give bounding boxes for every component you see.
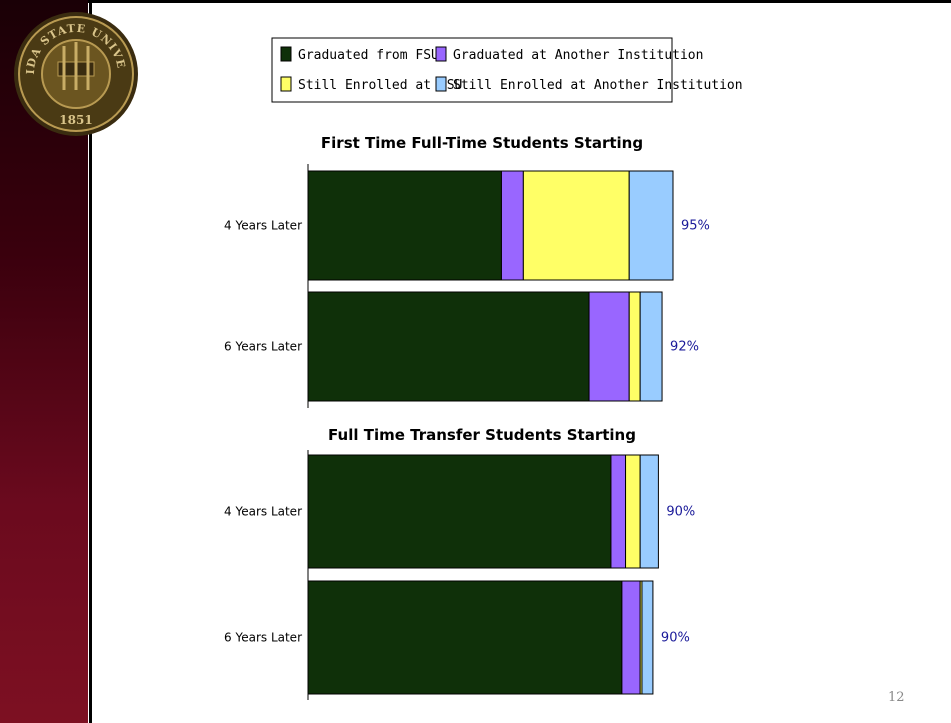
chart-title: Full Time Transfer Students Starting — [328, 426, 636, 444]
legend-label: Still Enrolled at FSU — [298, 78, 462, 93]
category-label: 4 Years Later — [224, 219, 302, 233]
chart-title: First Time Full-Time Students Starting — [321, 134, 643, 152]
total-label: 90% — [666, 505, 695, 520]
legend-box — [271, 37, 673, 103]
category-label: 4 Years Later — [224, 505, 302, 519]
bar-segment — [307, 170, 502, 281]
legend-swatch — [280, 46, 292, 62]
total-label: 95% — [681, 219, 710, 234]
legend-label: Still Enrolled at Another Institution — [453, 78, 743, 93]
seal-year: 1851 — [59, 113, 92, 127]
total-label: 90% — [661, 631, 690, 646]
bar-segment — [307, 291, 590, 402]
category-label: 6 Years Later — [224, 631, 302, 645]
bar-segment — [628, 291, 641, 402]
legend-item: Still Enrolled at FSU — [280, 76, 462, 93]
bar-segment — [639, 291, 663, 402]
fsu-seal-icon: FLORIDA STATE UNIVERSITY 1851 — [12, 10, 138, 136]
legend-label: Graduated at Another Institution — [453, 48, 703, 63]
page-number: 12 — [888, 690, 905, 705]
top-border — [0, 0, 951, 3]
total-label: 92% — [670, 340, 699, 355]
bar-segment — [307, 580, 623, 695]
bar-segment — [610, 454, 627, 569]
sidebar-divider — [89, 0, 92, 723]
bar-segment — [639, 454, 659, 569]
legend-swatch — [435, 76, 447, 92]
bar-segment — [641, 580, 654, 695]
bar-segment — [588, 291, 630, 402]
legend-swatch — [280, 76, 292, 92]
legend-item: Graduated at Another Institution — [435, 46, 703, 63]
chart-plot: 4 Years Later 90% 6 Years Later 90% — [224, 450, 695, 700]
category-label: 6 Years Later — [224, 340, 302, 354]
legend: Graduated from FSU Graduated at Another … — [271, 37, 743, 103]
chart-plot: 4 Years Later 95% 6 Years Later 92% — [224, 164, 710, 408]
bar-segment — [522, 170, 630, 281]
legend-swatch — [435, 46, 447, 62]
bar-segment — [307, 454, 612, 569]
bar-segment — [628, 170, 674, 281]
legend-item: Still Enrolled at Another Institution — [435, 76, 743, 93]
legend-label: Graduated from FSU — [298, 48, 439, 63]
bar-segment — [621, 580, 641, 695]
legend-item: Graduated from FSU — [280, 46, 439, 63]
bar-segment — [625, 454, 641, 569]
bar-segment — [500, 170, 524, 281]
